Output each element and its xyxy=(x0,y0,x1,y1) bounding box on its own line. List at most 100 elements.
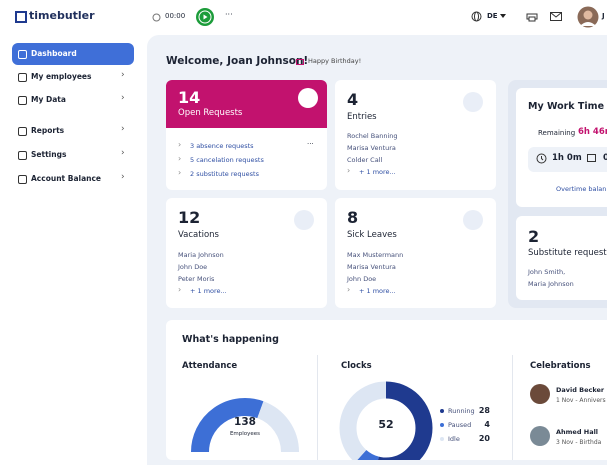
more-menu[interactable]: ··· xyxy=(225,10,233,19)
chevron: › xyxy=(347,166,351,175)
nav-icon xyxy=(18,175,27,184)
name: Marisa Ventura xyxy=(347,263,396,271)
nav-item[interactable]: Dashboard xyxy=(31,49,77,58)
request-link[interactable]: 3 absence requests xyxy=(190,142,254,150)
more-link[interactable]: + 1 more... xyxy=(359,168,396,176)
donut-segment xyxy=(339,381,433,460)
nav-item[interactable]: My Data xyxy=(31,95,66,104)
gift-icon xyxy=(296,59,304,65)
play-button[interactable] xyxy=(195,7,215,27)
card-label: Entries xyxy=(347,112,377,122)
nav-item[interactable]: Reports xyxy=(31,126,65,135)
card-label: Sick Leaves xyxy=(347,230,397,240)
chevron: › xyxy=(121,124,125,134)
name: Rochel Banning xyxy=(347,132,398,140)
person-detail: 1 Nov - Annivers xyxy=(556,397,606,404)
request-link[interactable]: 5 cancelation requests xyxy=(190,156,264,164)
person-avatar xyxy=(530,384,550,404)
chevron: › xyxy=(121,172,125,182)
welcome-title: Welcome, Joan Johnson! xyxy=(166,55,309,67)
remaining: 6h 46m xyxy=(578,127,607,137)
chevron: › xyxy=(121,70,125,80)
legend-value: 28 xyxy=(478,406,490,415)
legend-dot xyxy=(440,437,444,441)
nav-icon xyxy=(18,50,27,59)
more-menu[interactable]: ··· xyxy=(307,140,314,148)
nav-item[interactable]: My employees xyxy=(31,72,92,81)
person-name: Ahmed Hall xyxy=(556,428,599,436)
attendance-count: 138 xyxy=(234,416,256,428)
timer-icon xyxy=(152,13,161,22)
clocks-total: 52 xyxy=(378,418,394,431)
more-link[interactable]: + 1 more... xyxy=(190,287,227,295)
active-nav-bg[interactable] xyxy=(12,43,134,65)
attendance-title: Attendance xyxy=(182,361,238,371)
person-avatar xyxy=(530,426,550,446)
legend-dot xyxy=(440,423,444,427)
logo-icon xyxy=(15,11,27,23)
substitute-name: Maria Johnson xyxy=(528,280,574,288)
clocks-title: Clocks xyxy=(341,361,372,371)
time-box xyxy=(528,147,607,172)
happening-card: What's happening Attendance 138 Employee… xyxy=(166,320,607,460)
card-icon xyxy=(463,210,483,230)
globe-icon[interactable] xyxy=(471,11,482,22)
card-icon xyxy=(463,92,483,112)
name: Maria Johnson xyxy=(178,251,224,259)
legend-value: 4 xyxy=(484,420,490,429)
request-link[interactable]: 2 substitute requests xyxy=(190,170,259,178)
clocks-donut xyxy=(339,381,433,460)
summary-card[interactable]: 4 Entries Rochel Banning Marisa Ventura Cold… xyxy=(335,80,496,190)
page: timebutler 00:00 ··· DE J Welcome, Joan … xyxy=(12,6,607,465)
name: Peter Moris xyxy=(178,275,215,283)
chevron: › xyxy=(121,148,125,158)
happening-title: What's happening xyxy=(182,334,279,345)
nav-icon xyxy=(18,96,27,105)
divider xyxy=(317,355,318,460)
chevron: › xyxy=(121,93,125,103)
print-icon[interactable] xyxy=(526,11,538,22)
work-time-title: My Work Time xyxy=(528,101,605,112)
attendance-label: Employees xyxy=(229,431,261,437)
nav-item[interactable]: Account Balance xyxy=(31,174,102,183)
substitute-card: 2 Substitute request John Smith, Maria J… xyxy=(516,216,607,300)
chevron: › xyxy=(178,154,182,163)
chevron: › xyxy=(178,140,182,149)
worked: 1h 0m xyxy=(552,153,582,163)
card-count: 14 xyxy=(178,88,201,107)
name: John Doe xyxy=(347,275,377,283)
logo: timebutler xyxy=(29,9,95,22)
card-count: 12 xyxy=(178,208,201,227)
attendance-gauge xyxy=(191,397,299,455)
summary-card[interactable]: 14 Open Requests ··· › 3 absence requests › 5 … xyxy=(166,80,327,190)
substitute-count: 2 xyxy=(528,227,540,246)
card-icon xyxy=(294,210,314,230)
name: Max Mustermann xyxy=(347,251,404,259)
card-count: 4 xyxy=(347,90,359,109)
avatar[interactable] xyxy=(577,6,599,28)
celebrations-title: Celebrations xyxy=(530,361,591,371)
overtime-link[interactable]: Overtime balan xyxy=(556,185,607,193)
substitute-name: John Smith, xyxy=(528,268,566,276)
card-label: Open Requests xyxy=(178,108,243,118)
summary-card[interactable]: 12 Vacations Maria Johnson John Doe Peter Mo… xyxy=(166,198,327,308)
legend-name: Paused xyxy=(448,421,472,429)
birthday: Happy Birthday! xyxy=(308,57,362,65)
name: John Doe xyxy=(178,263,208,271)
card-count: 8 xyxy=(347,208,359,227)
name: Colder Call xyxy=(347,156,383,164)
timer: 00:00 xyxy=(165,12,186,20)
chevron: › xyxy=(178,285,182,294)
legend-value: 20 xyxy=(478,434,490,443)
nav-item[interactable]: Settings xyxy=(31,150,67,159)
person-detail: 3 Nov - Birthda xyxy=(556,439,602,446)
summary-card[interactable]: 8 Sick Leaves Max Mustermann Marisa Ventura… xyxy=(335,198,496,308)
caret xyxy=(500,14,506,18)
mail-icon[interactable] xyxy=(550,12,562,21)
card-icon xyxy=(298,88,318,108)
chevron: › xyxy=(347,285,351,294)
language[interactable]: DE xyxy=(487,12,498,20)
legend-name: Running xyxy=(448,407,475,415)
nav-icon xyxy=(18,73,27,82)
more-link[interactable]: + 1 more... xyxy=(359,287,396,295)
